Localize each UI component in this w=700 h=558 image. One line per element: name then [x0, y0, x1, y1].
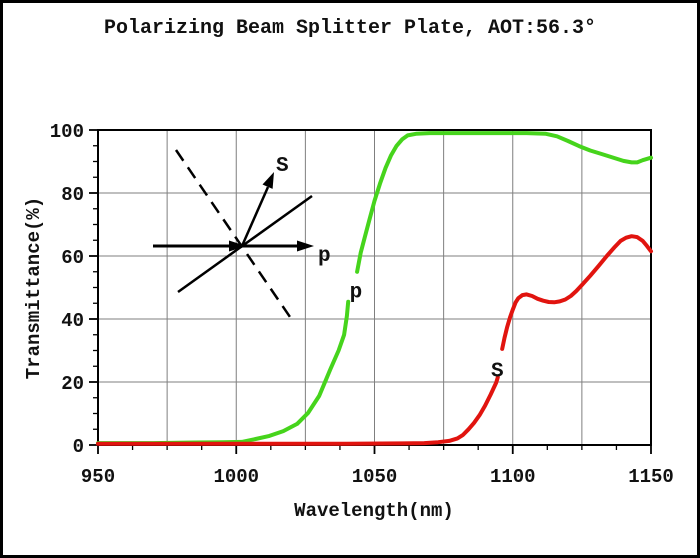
inset-p-label: p: [318, 245, 331, 268]
incident-beam-line: [177, 194, 313, 294]
plot-generated-layer: 950 1000 1050 1100 1150 0 20 40 60 80 100 p S: [50, 121, 674, 488]
inset-s-label: S: [276, 155, 289, 178]
chart-title: Polarizing Beam Splitter Plate, AOT:56.3…: [103, 17, 597, 40]
series-curve-p-polarization: [96, 299, 351, 446]
x-tick-label: 1000: [213, 466, 259, 488]
series-curve-p-polarization: [355, 131, 653, 274]
x-tick-label: 950: [81, 466, 115, 488]
y-tick-label: 80: [61, 184, 84, 206]
x-axis-label: Wavelength(nm): [294, 500, 454, 522]
mid-arrowhead-icon: [229, 240, 246, 252]
y-tick-label: 40: [61, 310, 84, 332]
p-arrowhead-icon: [297, 240, 314, 252]
y-tick-label: 20: [61, 373, 84, 395]
y-tick-label: 60: [61, 247, 84, 269]
s-beam-line: [240, 186, 270, 247]
series-curve-s-polarization: [96, 375, 500, 446]
polarization-inset-diagram: S p: [153, 149, 331, 318]
y-tick-label: 0: [73, 436, 84, 458]
x-tick-label: 1150: [628, 466, 674, 488]
series-curve-s-polarization: [500, 234, 653, 351]
x-tick-label: 1100: [490, 466, 536, 488]
curve-label-p-polarization: p: [350, 282, 363, 305]
s-arrowhead-icon: [262, 172, 274, 189]
y-tick-label: 100: [50, 121, 84, 143]
x-tick-label: 1050: [352, 466, 398, 488]
curve-label-s-polarization: S: [491, 360, 504, 383]
beam-splitter-plate-dashed-line: [174, 149, 292, 318]
